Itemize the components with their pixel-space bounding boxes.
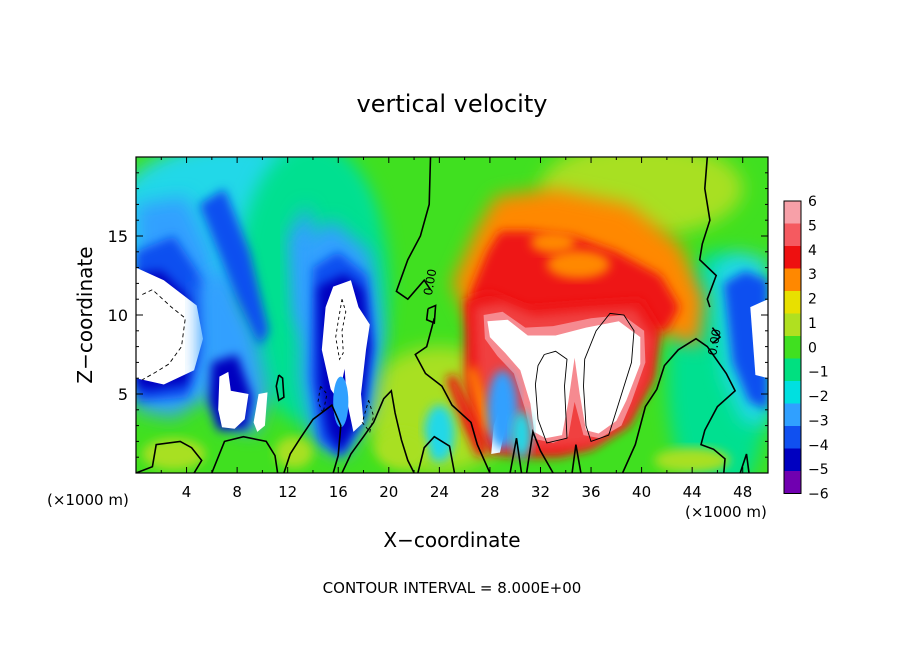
colorbar-swatch <box>784 246 801 269</box>
colorbar-label: −4 <box>808 438 829 454</box>
colorbar-label: −1 <box>808 365 829 381</box>
negative-contour <box>317 385 328 415</box>
downdraft-core <box>321 280 370 432</box>
x-tick-label: 40 <box>632 483 651 501</box>
colorbar-label: 1 <box>808 316 817 332</box>
colorbar-label: −5 <box>808 462 829 478</box>
chart-title: vertical velocity <box>357 90 548 118</box>
zero-contour <box>698 157 718 308</box>
zero-contour <box>395 157 432 301</box>
contour-interval-footer: CONTOUR INTERVAL = 8.000E+00 <box>323 579 582 597</box>
updraft-region <box>445 373 488 458</box>
inner-contour <box>534 350 568 444</box>
x-tick-label: 32 <box>531 483 550 501</box>
colorbar-swatch <box>784 223 801 246</box>
zero-contour <box>417 435 456 473</box>
field-region <box>275 436 313 469</box>
colorbar-swatch <box>784 291 801 314</box>
x-unit-right: (×1000 m) <box>685 503 767 521</box>
colorbar-frame <box>783 200 802 494</box>
colorbar-swatch <box>784 426 801 449</box>
x-unit-left: (×1000 m) <box>47 491 129 509</box>
zero-contour <box>425 304 437 325</box>
colorbar-label: 0 <box>808 340 817 356</box>
x-tick-label: 12 <box>278 483 297 501</box>
colorbar-swatch <box>784 448 801 471</box>
x-tick-label: 44 <box>683 483 702 501</box>
zero-contour <box>525 428 554 473</box>
colorbar-label: 2 <box>808 292 817 308</box>
colorbar-label: 3 <box>808 267 817 283</box>
x-tick-label: 48 <box>733 483 752 501</box>
x-tick-label: 20 <box>379 483 398 501</box>
y-tick-label: 10 <box>108 306 128 325</box>
colorbar-label: 4 <box>808 243 817 259</box>
colorbar-label: −6 <box>808 487 829 503</box>
zero-contour <box>136 440 203 473</box>
downdraft-core <box>750 299 768 379</box>
x-axis-label: X−coordinate <box>383 528 520 552</box>
negative-contour <box>361 400 375 433</box>
y-tick-label: 15 <box>108 227 128 246</box>
colorbar-swatch <box>784 268 801 291</box>
downdraft-core <box>218 371 249 429</box>
field-region <box>511 411 532 459</box>
zero-contour <box>739 453 750 473</box>
field-region <box>376 430 427 469</box>
x-tick-label: 16 <box>329 483 348 501</box>
x-tick-label: 8 <box>232 483 242 501</box>
velocity-field <box>136 157 768 473</box>
zero-contour <box>275 374 285 402</box>
x-tick-label: 4 <box>182 483 192 501</box>
field-region <box>654 447 731 473</box>
downdraft-region <box>333 376 349 428</box>
zero-contour <box>211 435 279 473</box>
downdraft-region <box>199 188 269 347</box>
plot-area <box>136 157 768 473</box>
colorbar-swatch <box>784 358 801 381</box>
y-tick-label: 5 <box>118 385 128 404</box>
updraft-region <box>546 250 611 279</box>
x-tick-label: 36 <box>581 483 600 501</box>
downdraft-core <box>136 267 203 385</box>
zero-contours <box>136 157 750 473</box>
colorbar-label: 5 <box>808 218 817 234</box>
colorbar-swatch <box>784 403 801 426</box>
colorbar-swatch <box>784 471 801 494</box>
zero-contour <box>509 438 523 473</box>
negative-contour <box>142 289 186 381</box>
colorbar-label: 6 <box>808 194 817 210</box>
x-axis: 4 8 12 16 20 24 28 32 36 40 44 48 <box>160 157 752 501</box>
inner-contour <box>583 312 635 442</box>
zero-contour <box>414 317 491 473</box>
contour-label: 0.00 <box>421 268 439 297</box>
y-axis-label: Z−coordinate <box>73 246 97 383</box>
contour-label: 0.00 <box>705 328 723 357</box>
colorbar: 6 5 4 3 2 1 0 −1 −2 −3 −4 −5 −6 <box>783 194 829 503</box>
colorbar-swatch <box>784 336 801 359</box>
zero-contour <box>571 444 582 473</box>
zero-contour <box>341 389 415 473</box>
zero-contour <box>711 327 722 345</box>
colorbar-swatch <box>784 313 801 336</box>
field-region <box>487 370 518 450</box>
field-region <box>424 405 455 462</box>
colorbar-swatch <box>784 201 801 224</box>
negative-contour <box>335 299 347 361</box>
y-axis: 5 10 15 <box>108 172 768 458</box>
colorbar-label: −3 <box>808 413 829 429</box>
updraft-region <box>467 365 493 439</box>
downdraft-core <box>253 392 268 432</box>
updraft-region <box>530 231 576 254</box>
colorbar-swatch <box>784 381 801 404</box>
x-tick-label: 24 <box>430 483 449 501</box>
colorbar-label: −2 <box>808 389 829 405</box>
updraft-core <box>487 319 641 439</box>
zero-contour <box>621 337 737 473</box>
x-tick-label: 28 <box>480 483 499 501</box>
